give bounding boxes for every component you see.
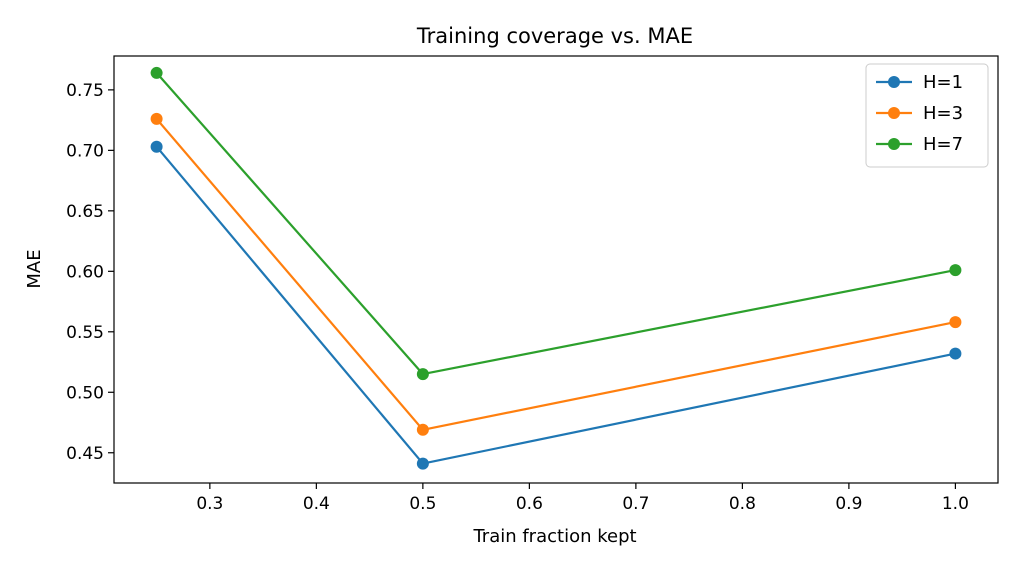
y-tick-label: 0.60: [66, 262, 104, 282]
legend-label: H=1: [923, 72, 963, 93]
series-H=1: [150, 140, 962, 470]
series-line: [155, 118, 956, 431]
x-axis-label: Train fraction kept: [472, 526, 636, 547]
data-point: [416, 368, 429, 381]
data-point: [150, 66, 163, 79]
y-tick-label: 0.50: [66, 383, 104, 403]
y-tick-label: 0.55: [66, 323, 104, 343]
y-tick-label: 0.65: [66, 202, 104, 222]
data-point: [150, 112, 163, 125]
x-tick-label: 0.5: [409, 494, 436, 514]
data-point: [949, 347, 962, 360]
data-point: [416, 457, 429, 470]
series-line: [155, 72, 956, 376]
y-tick-label: 0.45: [66, 444, 104, 464]
chart-title: Training coverage vs. MAE: [416, 24, 693, 48]
legend-label: H=3: [923, 103, 963, 124]
data-point: [150, 140, 163, 153]
series-H=7: [150, 66, 962, 381]
series-layer: [150, 66, 962, 470]
x-tick-label: 0.7: [622, 494, 649, 514]
series-H=3: [150, 112, 962, 436]
data-point: [949, 264, 962, 277]
legend: H=1 H=3 H=7: [865, 63, 989, 168]
x-tick-label: 0.4: [303, 494, 330, 514]
x-tick-label: 0.3: [196, 494, 223, 514]
legend-marker: [888, 138, 900, 150]
y-tick-label: 0.70: [66, 141, 104, 161]
data-point: [949, 316, 962, 329]
series-line: [155, 145, 956, 465]
plot-frame: [113, 55, 999, 484]
y-tick-label: 0.75: [66, 81, 104, 101]
y-axis-label: MAE: [24, 249, 45, 288]
x-tick-label: 0.8: [729, 494, 756, 514]
x-tick-label: 0.9: [835, 494, 862, 514]
x-tick-label: 1.0: [942, 494, 969, 514]
legend-marker: [888, 107, 900, 119]
legend-label: H=7: [923, 134, 963, 155]
x-tick-label: 0.6: [516, 494, 543, 514]
data-point: [416, 423, 429, 436]
legend-marker: [888, 76, 900, 88]
axis-ticks: 0.3 0.4 0.5 0.6 0.7 0.8 0.9 1.0 0.45 0.50 0.55 0.60…: [66, 81, 969, 514]
